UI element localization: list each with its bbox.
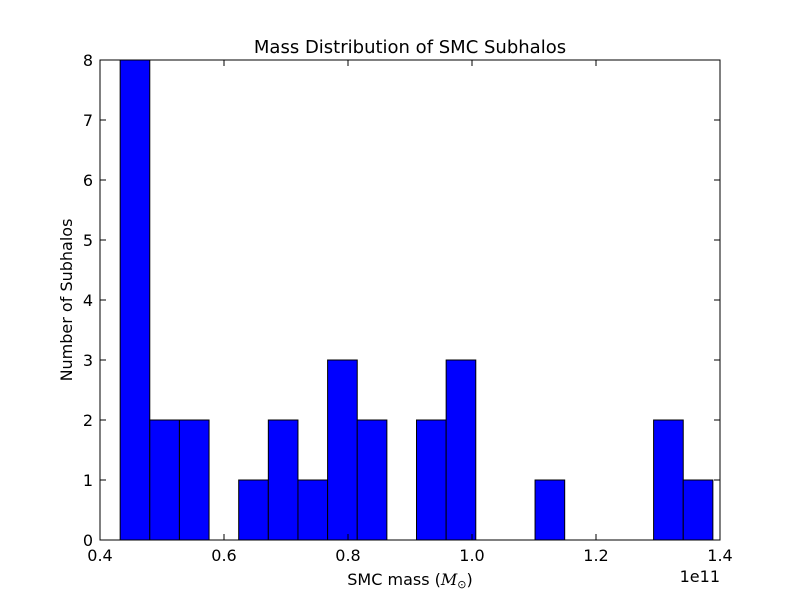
x-tick-label: 0.8 bbox=[335, 546, 360, 565]
x-axis-offset-label: 1e11 bbox=[680, 567, 720, 586]
histogram-bar bbox=[445, 359, 477, 541]
x-tick-label: 1.2 bbox=[583, 546, 608, 565]
y-axis-label: Number of Subhalos bbox=[57, 219, 76, 382]
x-axis-label-text: SMC mass ( bbox=[347, 570, 441, 589]
x-axis-label-math: M bbox=[440, 570, 458, 589]
y-tick-label: 8 bbox=[83, 51, 93, 70]
histogram-bar bbox=[119, 59, 151, 541]
y-tick-label: 3 bbox=[83, 351, 93, 370]
histogram-bar bbox=[534, 479, 566, 541]
bars-group bbox=[119, 59, 714, 541]
y-tick-label: 1 bbox=[83, 471, 93, 490]
x-tick-label: 1.4 bbox=[707, 546, 732, 565]
y-tick-label: 0 bbox=[83, 531, 93, 550]
histogram-bar bbox=[238, 479, 269, 541]
chart-title: Mass Distribution of SMC Subhalos bbox=[254, 37, 566, 58]
y-tick-label: 2 bbox=[83, 411, 93, 430]
x-tick-label: 0.4 bbox=[87, 546, 112, 565]
histogram-bar bbox=[356, 419, 388, 541]
y-tick-label: 4 bbox=[83, 291, 93, 310]
x-tick-label: 1.0 bbox=[459, 546, 484, 565]
x-tick-label: 0.6 bbox=[211, 546, 236, 565]
histogram-bar bbox=[297, 479, 329, 541]
x-axis-label-subscript: ⊙ bbox=[457, 578, 466, 591]
histogram-bar bbox=[267, 419, 299, 541]
histogram-bar bbox=[682, 479, 714, 541]
y-tick-label: 7 bbox=[83, 111, 93, 130]
histogram-bar bbox=[416, 419, 447, 541]
ticks-group: 0.4 0.6 0.8 1.0 1.2 1.4 0 1 2 3 4 5 6 7 8 bbox=[83, 51, 733, 565]
x-axis-label: SMC mass (M⊙) bbox=[347, 570, 472, 591]
histogram-bar bbox=[149, 419, 180, 541]
histogram-bar bbox=[327, 359, 358, 541]
x-axis-label-close: ) bbox=[466, 570, 472, 589]
histogram-bar bbox=[653, 419, 684, 541]
histogram-bar bbox=[178, 419, 210, 541]
y-tick-label: 5 bbox=[83, 231, 93, 250]
y-tick-label: 6 bbox=[83, 171, 93, 190]
